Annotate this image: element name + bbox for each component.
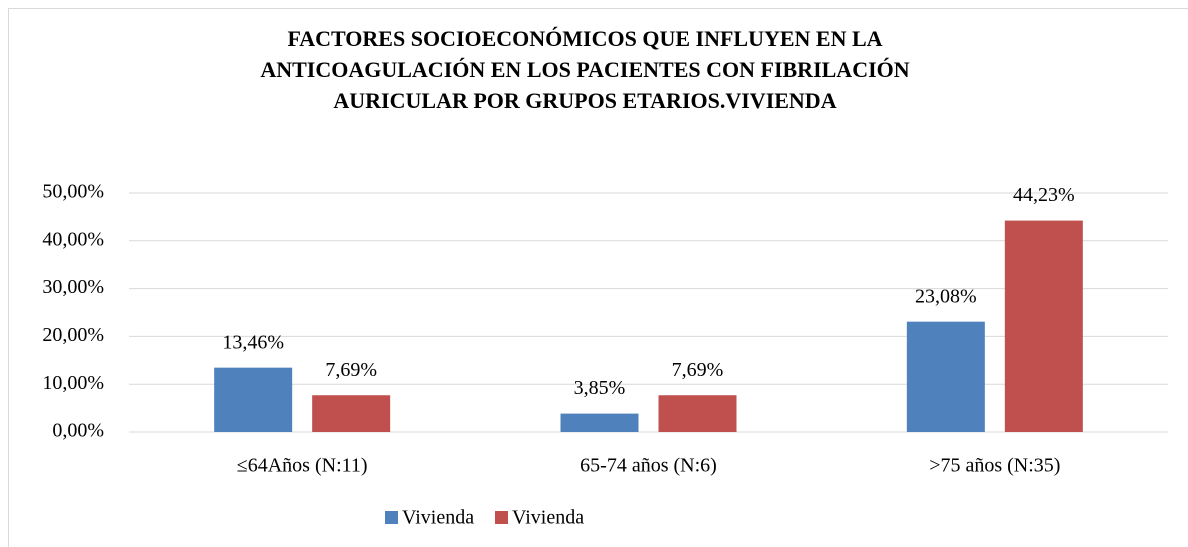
legend-swatch: [385, 511, 398, 524]
y-tick-label: 40,00%: [42, 228, 104, 250]
bar: [312, 395, 391, 432]
bar: [906, 321, 985, 432]
data-label: 23,08%: [915, 285, 977, 307]
bar: [1004, 220, 1083, 432]
data-label: 7,69%: [672, 359, 724, 381]
legend-label: Vivienda: [512, 507, 584, 529]
legend-swatch: [495, 511, 508, 524]
y-tick-label: 50,00%: [42, 181, 104, 203]
x-tick-label: 65-74 años (N:6): [580, 455, 717, 477]
data-label: 7,69%: [325, 359, 377, 381]
y-tick-label: 0,00%: [52, 420, 104, 442]
chart-title: FACTORES SOCIOECONÓMICOS QUE INFLUYEN EN…: [287, 26, 882, 51]
bar: [214, 367, 293, 432]
data-label: 13,46%: [222, 331, 284, 353]
y-tick-label: 10,00%: [42, 372, 104, 394]
data-label: 3,85%: [574, 377, 626, 399]
chart-title: AURICULAR POR GRUPOS ETARIOS.VIVIENDA: [333, 88, 836, 113]
y-tick-label: 20,00%: [42, 324, 104, 346]
bar: [560, 413, 639, 432]
legend-label: Vivienda: [402, 507, 474, 529]
x-tick-label: ≤64Años (N:11): [237, 455, 368, 477]
x-tick-label: >75 años (N:35): [929, 455, 1060, 477]
chart-frame: [8, 8, 1188, 547]
bar: [658, 395, 737, 432]
y-tick-label: 30,00%: [42, 276, 104, 298]
data-label: 44,23%: [1013, 184, 1075, 206]
chart-title: ANTICOAGULACIÓN EN LOS PACIENTES CON FIB…: [260, 57, 909, 82]
